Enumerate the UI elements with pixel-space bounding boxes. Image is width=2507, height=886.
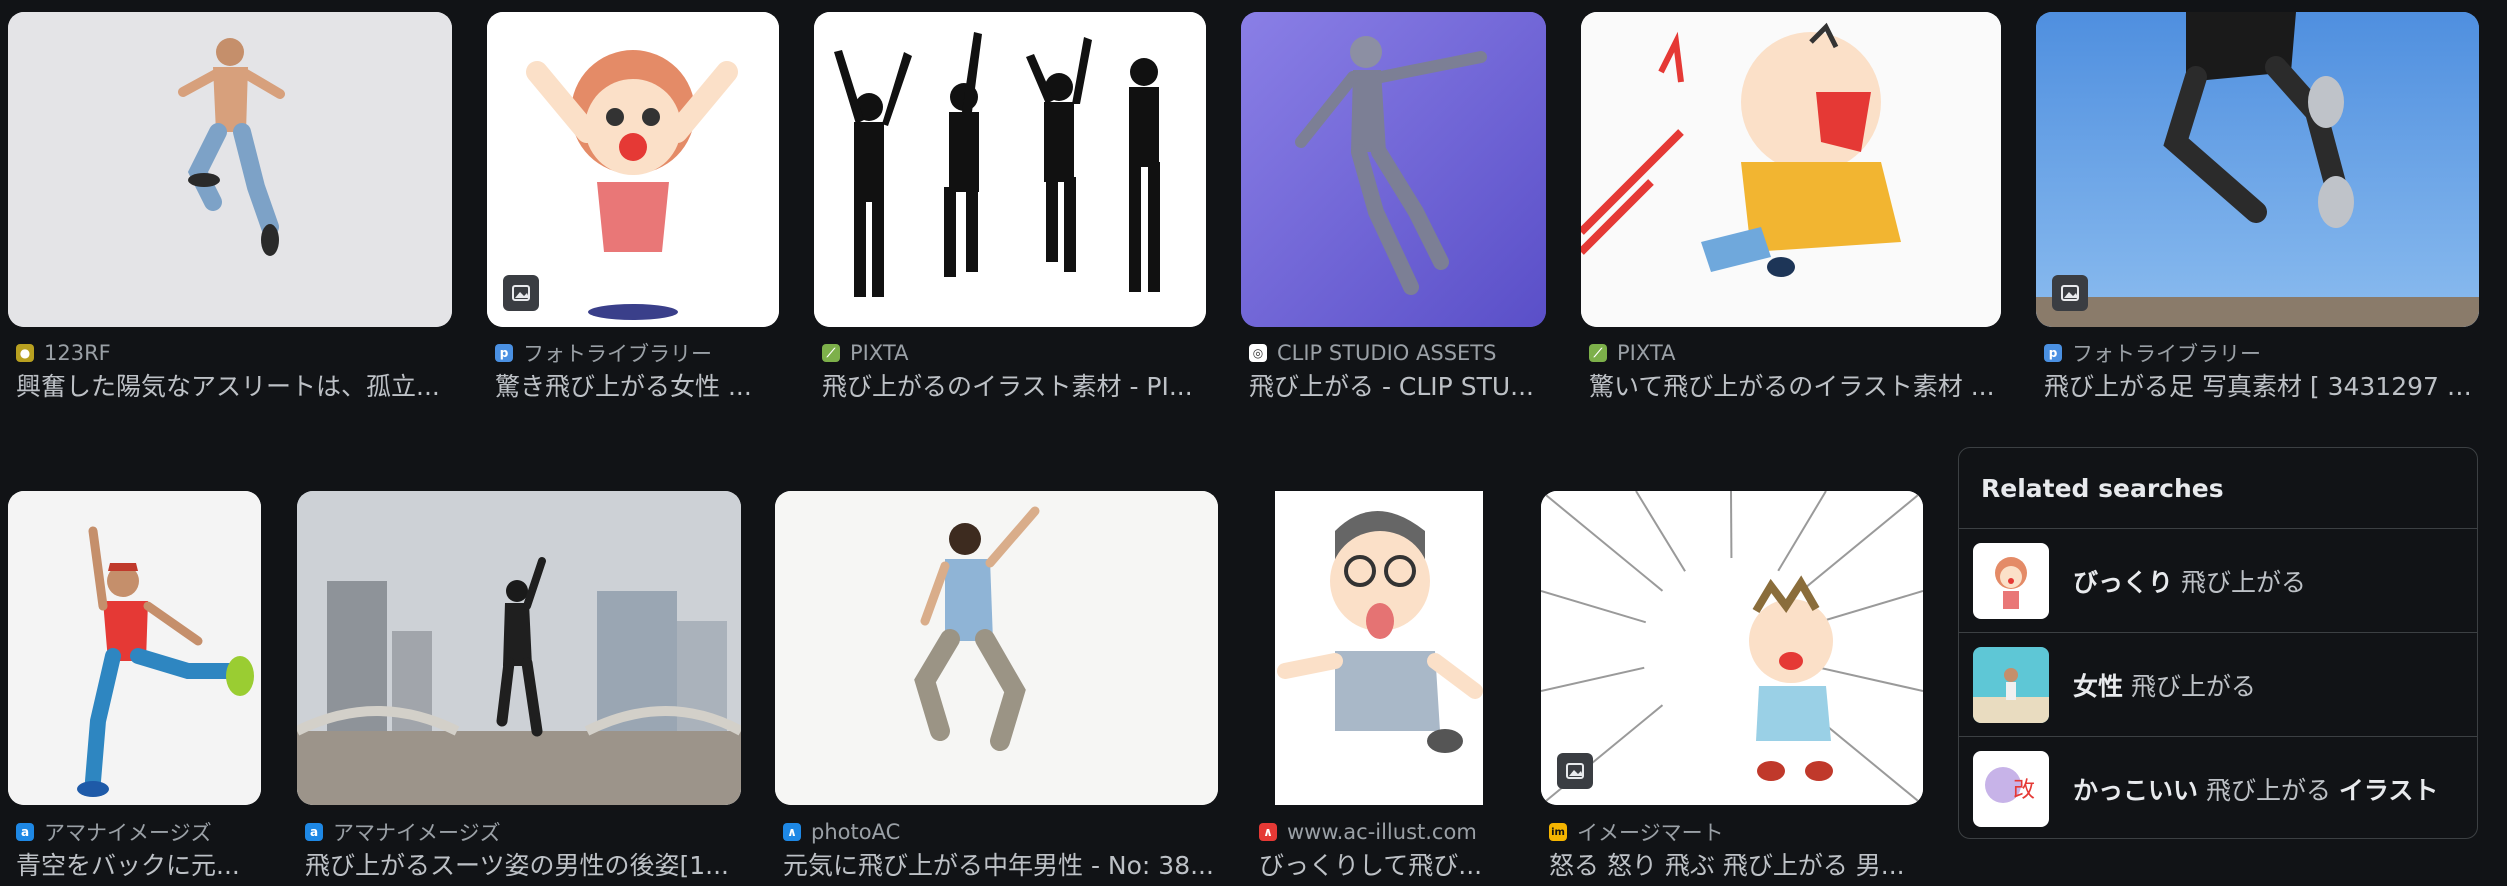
source-name: フォトライブラリー [2072,342,2261,366]
result-title[interactable]: 飛び上がる - CLIP STU... [1249,372,1534,401]
result-title[interactable]: 青空をバックに元... [16,851,240,880]
source-favicon-icon: ∧ [783,823,801,841]
related-search-item[interactable]: びっくり 飛び上がる [1959,529,2477,633]
result-source[interactable]: p フォトライブラリー [2044,340,2261,366]
source-favicon-icon: p [495,344,513,362]
source-name: イメージマート [1577,821,1724,845]
related-search-thumbnail: 改 [1973,751,2049,827]
related-search-label: びっくり 飛び上がる [2073,567,2306,597]
image-icon [2061,285,2079,301]
related-search-item[interactable]: 改 かっこいい 飛び上がる イラスト [1959,737,2477,841]
silhouettes-illustration [814,12,1206,327]
source-name: photoAC [811,820,901,844]
related-search-label: 女性 飛び上がる [2073,671,2256,701]
result-thumbnail[interactable] [487,12,779,327]
result-title[interactable]: 驚き飛び上がる女性 ... [495,372,752,401]
source-name: アマナイメージズ [333,821,501,845]
result-thumbnail[interactable] [775,491,1218,805]
source-favicon-icon: p [2044,344,2062,362]
jumping-athlete-image [8,12,452,327]
related-search-label: かっこいい 飛び上がる イラスト [2073,776,2439,805]
source-name: PIXTA [1617,341,1676,365]
svg-text:改: 改 [2013,778,2035,803]
result-title[interactable]: 飛び上がるのイラスト素材 - PI... [822,372,1193,401]
source-favicon-icon: a [16,823,34,841]
businessman-jumping-city-photo [297,491,741,805]
result-title[interactable]: 驚いて飛び上がるのイラスト素材 ... [1589,372,1995,401]
image-type-badge [503,275,539,311]
result-source[interactable]: ⟋ PIXTA [1589,340,1675,366]
source-name: フォトライブラリー [523,342,712,366]
middle-aged-man-jumping-photo [775,491,1218,805]
source-favicon-icon: ⟋ [1589,344,1607,362]
angry-boy-illustration [1541,491,1923,805]
result-thumbnail[interactable] [297,491,741,805]
3d-model-figure-image [1241,12,1546,327]
jumping-legs-photo [2036,12,2479,327]
result-source[interactable]: ◎ CLIP STUDIO ASSETS [1249,340,1496,366]
source-name: アマナイメージズ [44,821,212,845]
image-type-badge [1557,753,1593,789]
result-title[interactable]: 興奮した陽気なアスリートは、孤立... [16,372,440,401]
result-title[interactable]: 飛び上がるスーツ姿の男性の後姿[1... [305,851,730,880]
result-source[interactable]: im イメージマート [1549,819,1724,845]
source-favicon-icon: ● [16,344,34,362]
surprised-woman-illustration [487,12,779,327]
result-source[interactable]: a アマナイメージズ [305,819,501,845]
source-favicon-icon: im [1549,823,1567,841]
image-type-badge [2052,275,2088,311]
source-favicon-icon: ◎ [1249,344,1267,362]
result-thumbnail[interactable] [1541,491,1923,805]
result-title[interactable]: びっくりして飛び... [1259,851,1483,880]
related-searches-panel: Related searches びっくり 飛び上がる 女性 飛び上がる 改 か… [1958,447,2478,839]
related-search-thumbnail [1973,542,2049,619]
source-name: www.ac-illust.com [1287,820,1477,844]
source-favicon-icon: ⟋ [822,344,840,362]
result-source[interactable]: a アマナイメージズ [16,819,212,845]
related-search-item[interactable]: 女性 飛び上がる [1959,633,2477,737]
result-source[interactable]: ∧ photoAC [783,819,900,845]
kid-jumping-photo [8,491,261,805]
source-name: PIXTA [850,341,909,365]
source-name: CLIP STUDIO ASSETS [1277,341,1497,365]
result-source[interactable]: ● 123RF [16,340,111,366]
result-thumbnail[interactable] [1581,12,2001,327]
image-icon [512,285,530,301]
result-thumbnail[interactable] [8,491,261,805]
source-favicon-icon: a [305,823,323,841]
source-name: 123RF [44,341,111,365]
result-thumbnail[interactable] [8,12,452,327]
result-source[interactable]: ∧ www.ac-illust.com [1259,819,1477,845]
result-thumbnail[interactable] [814,12,1206,327]
related-search-thumbnail [1973,646,2049,723]
source-favicon-icon: ∧ [1259,823,1277,841]
result-thumbnail[interactable] [1275,491,1483,805]
result-thumbnail[interactable] [2036,12,2479,327]
related-searches-heading: Related searches [1959,448,2477,529]
surprised-salaryman-illustration [1275,491,1483,805]
result-title[interactable]: 怒る 怒り 飛ぶ 飛び上がる 男... [1549,851,1905,880]
surprised-boy-illustration [1581,12,2001,327]
result-source[interactable]: p フォトライブラリー [495,340,712,366]
image-icon [1566,763,1584,779]
result-source[interactable]: ⟋ PIXTA [822,340,908,366]
result-title[interactable]: 飛び上がる足 写真素材 [ 3431297 ] ... [2044,372,2479,401]
result-title[interactable]: 元気に飛び上がる中年男性 - No: 38... [783,851,1214,880]
result-thumbnail[interactable] [1241,12,1546,327]
